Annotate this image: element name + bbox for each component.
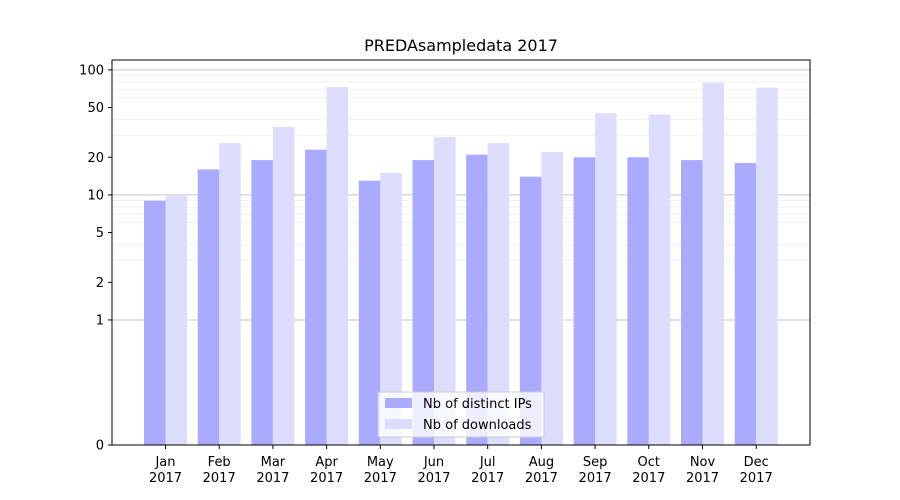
x-tick-label: Jul 2017: [471, 455, 504, 486]
bar-distinct-ips-0: [144, 200, 166, 445]
y-tick-label: 1: [96, 313, 104, 328]
bar-distinct-ips-9: [627, 157, 649, 445]
bar-distinct-ips-4: [358, 180, 381, 445]
bar-distinct-ips-1: [197, 169, 220, 445]
bar-downloads-10: [702, 82, 724, 445]
y-tick-label: 50: [87, 101, 104, 116]
x-tick-label: Oct 2017: [632, 455, 665, 486]
x-tick-label: Aug 2017: [525, 455, 558, 486]
bar-distinct-ips-3: [305, 149, 327, 446]
bar-downloads-6: [487, 143, 510, 445]
y-tick-label: 20: [87, 151, 104, 166]
y-tick-label: 2: [96, 276, 104, 291]
legend-label-downloads: Nb of downloads: [423, 418, 532, 433]
y-tick-label: 5: [96, 226, 104, 241]
bar-downloads-3: [326, 86, 349, 445]
x-tick-label: Jan 2017: [149, 455, 182, 486]
x-tick-label: Jun 2017: [417, 455, 450, 486]
bar-downloads-7: [541, 152, 563, 445]
y-tick-label: 10: [87, 188, 104, 203]
axes-frame: [111, 59, 811, 446]
bar-downloads-11: [756, 87, 778, 445]
x-tick-label: Nov 2017: [686, 455, 719, 486]
chart-title: PREDAsampledata 2017: [364, 36, 558, 55]
bar-distinct-ips-7: [519, 176, 542, 445]
bar-distinct-ips-2: [251, 160, 273, 445]
bar-downloads-4: [380, 172, 402, 445]
legend-label-distinct-ips: Nb of distinct IPs: [423, 397, 532, 412]
x-tick-label: May 2017: [364, 455, 397, 486]
bar-downloads-0: [165, 194, 187, 445]
x-tick-label: Dec 2017: [740, 455, 773, 486]
bar-downloads-5: [434, 137, 456, 445]
y-tick-label: 100: [79, 63, 104, 78]
y-tick-label: 0: [96, 439, 104, 454]
bar-downloads-2: [272, 126, 295, 446]
bar-distinct-ips-10: [681, 160, 703, 445]
bar-distinct-ips-8: [573, 157, 596, 445]
legend-swatch-distinct-ips: [385, 398, 412, 408]
legend-swatch-downloads: [385, 419, 412, 429]
x-tick-label: Apr 2017: [310, 455, 343, 486]
legend: Nb of distinct IPs Nb of downloads: [377, 391, 545, 438]
bar-distinct-ips-5: [412, 160, 434, 445]
bar-distinct-ips-11: [734, 163, 757, 445]
x-axis-ticks: Jan 2017 Feb 2017 Mar 2017 Apr 2017 May 2017 Jun 20…: [149, 445, 773, 486]
bar-distinct-ips-6: [466, 154, 488, 446]
bar-downloads-8: [595, 113, 617, 445]
bar-downloads-1: [219, 143, 241, 445]
x-tick-label: Mar 2017: [256, 455, 289, 486]
legend-box: [377, 391, 545, 438]
bar-downloads-9: [648, 114, 671, 445]
bars: [144, 82, 778, 446]
y-axis-ticks: 0 1 2 5 10 20 50 100: [79, 63, 112, 454]
x-tick-label: Sep 2017: [579, 455, 612, 486]
x-tick-label: Feb 2017: [203, 455, 236, 486]
